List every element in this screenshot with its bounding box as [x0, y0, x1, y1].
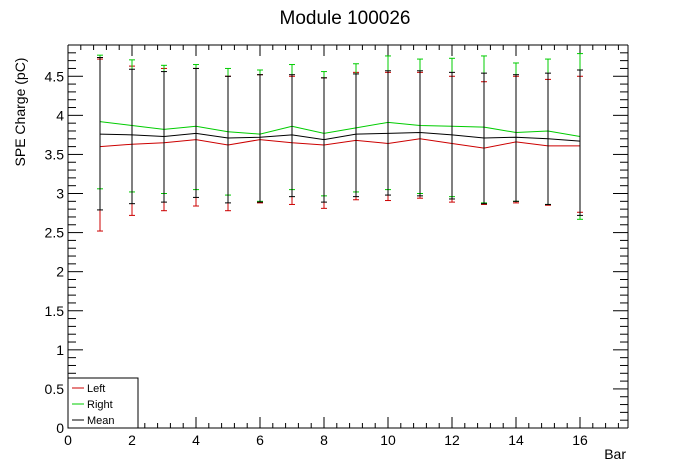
y-tick-label: 0	[56, 420, 64, 436]
series-line-mean	[99, 132, 581, 142]
series-mean	[97, 57, 583, 216]
legend-label-mean: Mean	[87, 415, 115, 427]
y-tick-label: 2	[56, 264, 64, 280]
plot-frame	[67, 44, 629, 429]
y-tick-label: 1	[56, 342, 64, 358]
y-tick-label: 3	[56, 186, 64, 202]
x-tick-label: 2	[128, 432, 136, 448]
series-layer	[97, 53, 583, 232]
x-tick-label: 0	[64, 432, 72, 448]
x-tick-label: 12	[444, 432, 460, 448]
x-tick-label: 10	[380, 432, 396, 448]
x-tick-label: 6	[256, 432, 264, 448]
series-left	[97, 58, 583, 232]
chart-title: Module 100026	[280, 8, 411, 29]
x-axis-title: Bar	[604, 446, 626, 462]
legend-label-right: Right	[87, 399, 113, 411]
axis-tick-labels: 0 2 4 6 8 10 12 14 16 0 0.5 1 1.5 2 2.5 3 3.5 4 4.5	[45, 68, 588, 448]
y-axis-title: SPE Charge (pC)	[12, 58, 28, 167]
y-tick-label: 3.5	[45, 146, 65, 162]
series-line-left	[99, 138, 580, 149]
series-line-right	[99, 121, 581, 137]
y-tick-label: 4.5	[45, 68, 65, 84]
legend: Left Right Mean	[67, 377, 139, 429]
y-tick-label: 2.5	[45, 225, 65, 241]
x-tick-label: 16	[572, 432, 588, 448]
x-tick-label: 4	[192, 432, 200, 448]
axis-ticks	[67, 44, 628, 429]
y-tick-label: 4	[56, 107, 64, 123]
y-tick-label: 0.5	[45, 381, 65, 397]
x-tick-label: 8	[320, 432, 328, 448]
legend-label-left: Left	[87, 383, 105, 395]
x-tick-label: 14	[508, 432, 524, 448]
y-tick-label: 1.5	[45, 303, 65, 319]
